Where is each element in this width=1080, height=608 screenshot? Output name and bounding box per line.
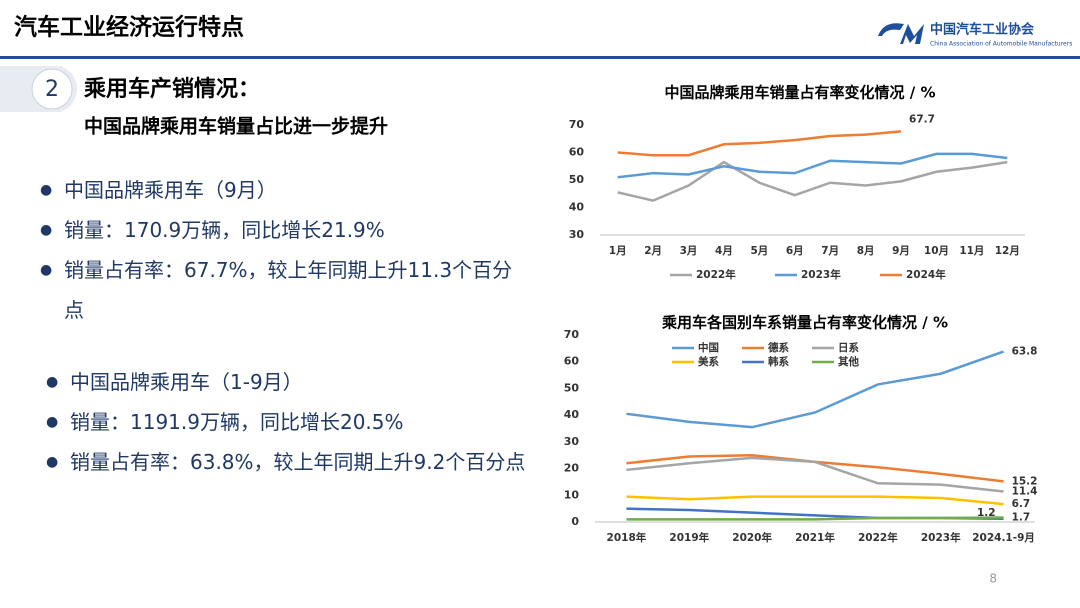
y-tick-label: 30 xyxy=(564,435,580,448)
series-line xyxy=(617,130,902,157)
x-tick-label: 2019年 xyxy=(669,531,709,544)
logo xyxy=(878,23,924,44)
legend-label: 日系 xyxy=(838,341,859,354)
series-line xyxy=(626,495,1004,506)
x-tick-label: 8月 xyxy=(857,245,875,257)
x-tick-label: 10月 xyxy=(924,245,949,257)
legend-label: 2023年 xyxy=(801,268,841,281)
x-tick-label: 5月 xyxy=(750,245,768,257)
section-heading: 乘用车产销情况： xyxy=(83,76,260,102)
header-rule xyxy=(0,56,1080,59)
series-line xyxy=(626,456,1004,493)
legend-label: 韩系 xyxy=(768,355,789,368)
bullet-heading: 中国品牌乘用车（9月） xyxy=(40,170,530,210)
x-tick-label: 2021年 xyxy=(795,531,835,544)
series-line xyxy=(617,160,1008,202)
y-tick-label: 30 xyxy=(569,228,585,241)
data-label: 1.7 xyxy=(1012,511,1031,523)
data-label: 6.7 xyxy=(1012,498,1031,510)
y-tick-label: 0 xyxy=(571,515,579,528)
y-tick-label: 40 xyxy=(569,201,585,214)
chart-title: 中国品牌乘用车销量占有率变化情况 / % xyxy=(665,84,936,102)
section-subheading: 中国品牌乘用车销量占比进一步提升 xyxy=(84,115,388,138)
x-tick-label: 12月 xyxy=(995,245,1020,257)
series-line xyxy=(626,453,1004,483)
org-name-en: China Association of Automobile Manufact… xyxy=(930,41,1072,48)
bullet-item: 销量占有率：67.7%，较上年同期上升11.3个百分点 xyxy=(40,250,530,330)
legend-label: 2022年 xyxy=(696,268,736,281)
series-line xyxy=(626,516,1004,521)
data-label: 11.4 xyxy=(1012,486,1038,498)
bullet-item: 销量：1191.9万辆，同比增长20.5% xyxy=(46,402,536,442)
x-tick-label: 6月 xyxy=(786,245,804,257)
y-tick-label: 60 xyxy=(564,355,580,368)
legend-label: 中国 xyxy=(698,341,719,354)
bullet-heading: 中国品牌乘用车（1-9月） xyxy=(46,362,536,402)
y-tick-label: 70 xyxy=(569,118,585,131)
x-tick-label: 4月 xyxy=(715,245,733,257)
y-tick-label: 40 xyxy=(564,408,580,421)
y-tick-label: 60 xyxy=(569,146,585,159)
y-tick-label: 20 xyxy=(564,462,580,475)
y-tick-label: 70 xyxy=(564,328,580,341)
series-line xyxy=(626,350,1004,429)
bullet-item: 销量占有率：63.8%，较上年同期上升9.2个百分点 xyxy=(46,442,536,482)
page-number: 8 xyxy=(989,572,997,586)
bullet-list: 中国品牌乘用车（9月） 销量：170.9万辆，同比增长21.9% 销量占有率：6… xyxy=(40,170,530,330)
y-tick-label: 10 xyxy=(564,488,580,501)
y-tick-label: 50 xyxy=(569,173,585,186)
x-tick-label: 2024.1-9月 xyxy=(972,532,1035,544)
section-number: 2 xyxy=(45,77,59,102)
org-name: 中国汽车工业协会 xyxy=(930,22,1035,38)
data-label: 1.2 xyxy=(977,507,996,519)
legend-label: 2024年 xyxy=(906,268,946,281)
chart-title: 乘用车各国别车系销量占有率变化情况 / % xyxy=(661,314,948,332)
x-tick-label: 3月 xyxy=(680,245,698,257)
x-tick-label: 7月 xyxy=(821,245,839,257)
x-tick-label: 2022年 xyxy=(858,531,898,544)
series-line xyxy=(617,152,1008,179)
legend-label: 其他 xyxy=(838,355,859,368)
data-label: 63.8 xyxy=(1012,346,1038,358)
bullet-list: 中国品牌乘用车（1-9月） 销量：1191.9万辆，同比增长20.5% 销量占有… xyxy=(46,362,536,482)
header-title: 汽车工业经济运行特点 xyxy=(14,14,244,41)
x-tick-label: 2018年 xyxy=(607,531,647,544)
legend-label: 德系 xyxy=(767,341,789,354)
legend-label: 美系 xyxy=(698,355,719,368)
x-tick-label: 2023年 xyxy=(921,531,961,544)
bullet-item: 销量：170.9万辆，同比增长21.9% xyxy=(40,210,530,250)
x-tick-label: 9月 xyxy=(892,245,910,257)
section-circle xyxy=(31,68,73,110)
x-tick-label: 2020年 xyxy=(732,531,772,544)
data-label: 67.7 xyxy=(909,113,935,125)
x-tick-label: 2月 xyxy=(644,245,662,257)
y-tick-label: 50 xyxy=(564,381,580,394)
data-label: 15.2 xyxy=(1012,475,1038,487)
x-tick-label: 1月 xyxy=(609,245,627,257)
x-tick-label: 11月 xyxy=(959,245,984,257)
